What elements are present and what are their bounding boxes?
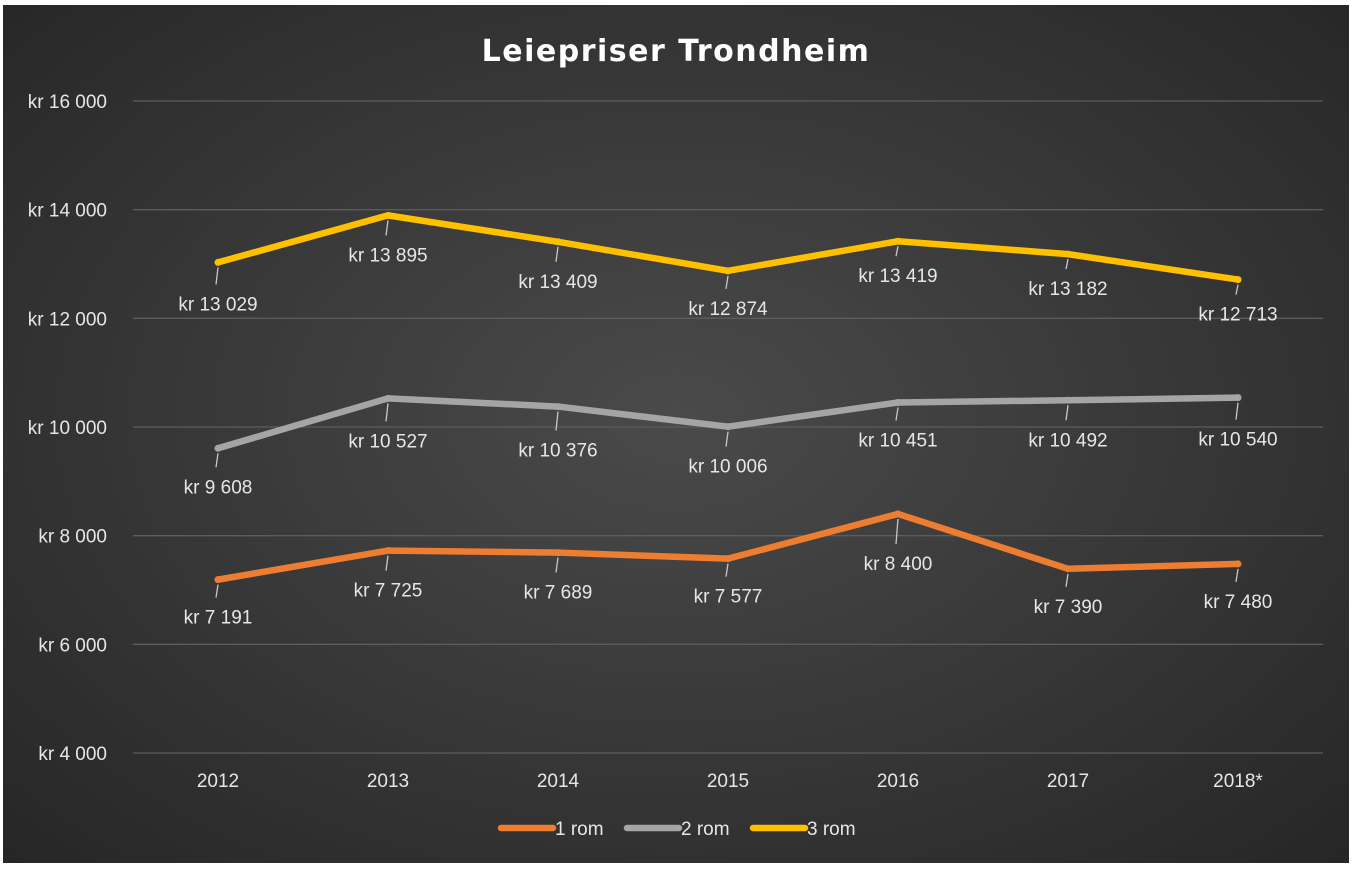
leader-line xyxy=(725,563,729,577)
leader-line xyxy=(215,267,219,285)
data-point xyxy=(214,444,222,452)
leader-line xyxy=(1235,284,1239,295)
data-label: kr 12 874 xyxy=(688,299,768,320)
leader-line xyxy=(385,403,389,422)
data-point xyxy=(384,547,392,555)
legend-label: 3 rom xyxy=(807,819,856,840)
data-point xyxy=(724,555,732,563)
y-tick-label: kr 8 000 xyxy=(38,527,107,548)
leader-line xyxy=(725,275,729,289)
data-label: kr 10 492 xyxy=(1028,430,1107,451)
data-label: kr 10 376 xyxy=(518,441,597,462)
data-point xyxy=(894,398,902,406)
data-point xyxy=(1064,396,1072,404)
leader-line xyxy=(895,518,899,544)
data-label: kr 10 540 xyxy=(1198,430,1277,451)
y-tick-label: kr 16 000 xyxy=(28,92,107,113)
data-label: kr 7 390 xyxy=(1034,597,1103,618)
x-tick-label: 2013 xyxy=(367,771,409,792)
data-point xyxy=(894,510,902,518)
data-label: kr 12 713 xyxy=(1198,305,1277,326)
data-label: kr 10 006 xyxy=(688,457,767,478)
leader-line xyxy=(215,584,219,598)
data-point xyxy=(1064,250,1072,258)
chart-area: Leiepriser Trondheim kr 4 000 kr 6 000 kr … xyxy=(3,5,1349,863)
data-label: kr 13 419 xyxy=(858,266,937,287)
data-point xyxy=(214,258,222,266)
series-lines xyxy=(214,211,1242,584)
y-tick-label: kr 6 000 xyxy=(38,635,107,656)
leader-line xyxy=(385,555,389,571)
leader-line xyxy=(555,246,559,262)
data-label: kr 13 409 xyxy=(518,272,597,293)
x-tick-label: 2015 xyxy=(707,771,749,792)
gridlines xyxy=(133,100,1323,754)
x-tick-label: 2012 xyxy=(197,771,239,792)
data-label: kr 7 725 xyxy=(354,581,423,602)
data-label: kr 7 480 xyxy=(1204,592,1273,613)
legend: 1 rom 2 rom 3 rom xyxy=(497,819,856,840)
x-tick-label: 2017 xyxy=(1047,771,1089,792)
data-point xyxy=(554,549,562,557)
series-line-1-rom xyxy=(214,510,1242,583)
x-tick-label: 2018* xyxy=(1213,771,1263,792)
data-label: kr 10 451 xyxy=(858,430,937,451)
leader-line xyxy=(895,407,899,421)
y-tick-label: kr 14 000 xyxy=(28,201,107,222)
leader-line xyxy=(555,411,559,431)
data-point xyxy=(1234,560,1242,568)
x-tick-label: 2016 xyxy=(877,771,919,792)
data-point xyxy=(894,237,902,245)
data-point xyxy=(384,394,392,402)
data-point xyxy=(1234,276,1242,284)
data-label: kr 7 191 xyxy=(184,608,253,629)
data-point xyxy=(384,211,392,219)
leader-line xyxy=(1065,573,1069,587)
chart-title: Leiepriser Trondheim xyxy=(482,34,871,69)
y-tick-label: kr 4 000 xyxy=(38,744,107,765)
x-tick-label: 2014 xyxy=(537,771,580,792)
data-point xyxy=(724,423,732,431)
x-axis: 2012 2013 2014 2015 2016 2017 2018* xyxy=(197,771,1264,792)
leader-line xyxy=(555,557,559,573)
data-label: kr 13 029 xyxy=(178,294,257,315)
data-label: kr 8 400 xyxy=(864,554,933,575)
data-point xyxy=(1234,394,1242,402)
leader-line xyxy=(1065,258,1069,270)
data-label: kr 13 895 xyxy=(348,245,427,266)
data-point xyxy=(554,238,562,246)
data-label: kr 13 182 xyxy=(1028,279,1107,300)
data-label: kr 9 608 xyxy=(184,477,253,498)
data-point xyxy=(554,403,562,411)
leader-line xyxy=(1235,402,1239,420)
data-point xyxy=(724,267,732,275)
legend-label: 2 rom xyxy=(681,819,730,840)
leader-line xyxy=(215,453,219,468)
leader-line xyxy=(725,431,729,447)
leader-line xyxy=(1235,568,1239,583)
leader-line xyxy=(385,220,389,236)
data-label: kr 10 527 xyxy=(348,431,427,452)
legend-label: 1 rom xyxy=(555,819,604,840)
leader-line xyxy=(895,246,899,257)
data-label: kr 7 577 xyxy=(694,587,763,608)
leader-line xyxy=(1065,405,1069,421)
data-label: kr 7 689 xyxy=(524,583,593,604)
y-tick-label: kr 10 000 xyxy=(28,418,107,439)
y-axis: kr 4 000 kr 6 000 kr 8 000 kr 10 000 kr 12 0… xyxy=(28,92,107,765)
y-tick-label: kr 12 000 xyxy=(28,309,107,330)
data-labels: kr 7 191 kr 7 725 kr 7 689 kr 7 577 kr 8 400… xyxy=(178,220,1278,629)
data-point xyxy=(214,576,222,584)
data-point xyxy=(1064,565,1072,573)
